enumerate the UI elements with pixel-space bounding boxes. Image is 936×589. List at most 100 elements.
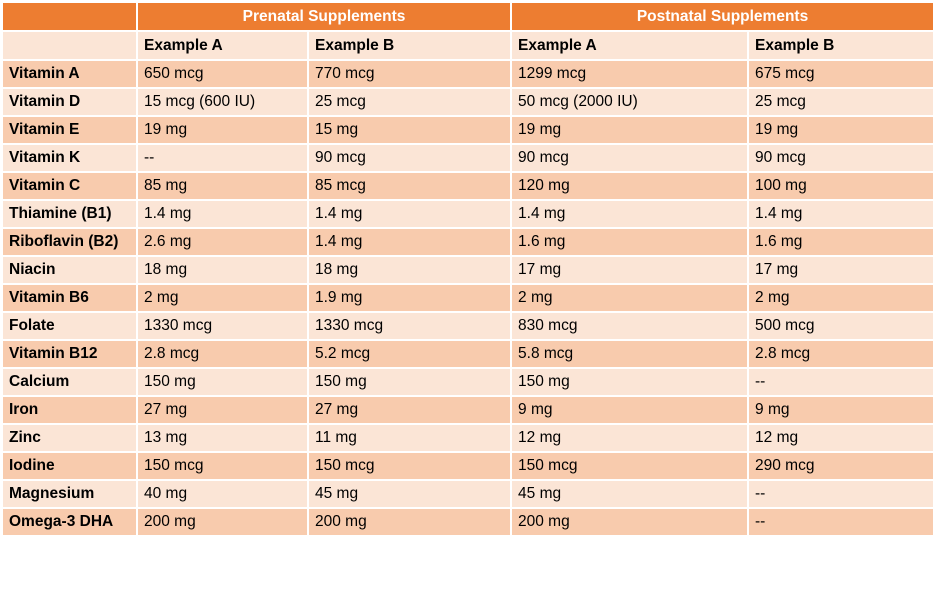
sub-header-blank [1,30,138,61]
table-body: Vitamin A 650 mcg 770 mcg 1299 mcg 675 mcg Vi… [1,59,936,537]
sub-header-prenatal-a: Example A [136,30,309,61]
supplement-comparison-table: Prenatal Supplements Postnatal Supplemen… [1,1,936,537]
nutrient-name-cell: Calcium [1,367,138,397]
value-cell: 19 mg [136,115,309,145]
value-cell: 40 mg [136,479,309,509]
value-cell: 1.6 mg [510,227,750,257]
value-cell: 1.9 mg [306,283,513,313]
value-cell: 5.8 mcg [510,339,750,369]
value-cell: 45 mg [306,479,513,509]
value-cell: 200 mg [510,507,750,537]
value-cell: 9 mg [510,395,750,425]
value-cell: 290 mcg [747,451,936,481]
nutrient-name-cell: Vitamin K [1,143,138,173]
value-cell: -- [136,143,309,173]
value-cell: 90 mcg [306,143,513,173]
table-row: Iron 27 mg 27 mg 9 mg 9 mg [1,395,936,425]
table-row: Zinc 13 mg 11 mg 12 mg 12 mg [1,423,936,453]
nutrient-name-cell: Omega-3 DHA [1,507,138,537]
nutrient-name-cell: Iron [1,395,138,425]
value-cell: 18 mg [136,255,309,285]
table-row: Iodine 150 mcg 150 mcg 150 mcg 290 mcg [1,451,936,481]
nutrient-name-cell: Vitamin B12 [1,339,138,369]
value-cell: 1299 mcg [510,59,750,89]
table-row: Riboflavin (B2) 2.6 mg 1.4 mg 1.6 mg 1.6 mg [1,227,936,257]
value-cell: 2 mg [510,283,750,313]
group-header-prenatal: Prenatal Supplements [135,1,513,32]
value-cell: 15 mg [306,115,513,145]
nutrient-name-cell: Vitamin D [1,87,138,117]
value-cell: 18 mg [306,255,513,285]
corner-cell [1,1,138,32]
value-cell: 1.6 mg [747,227,936,257]
nutrient-name-cell: Magnesium [1,479,138,509]
table-row: Calcium 150 mg 150 mg 150 mg -- [1,367,936,397]
nutrient-name-cell: Thiamine (B1) [1,199,138,229]
value-cell: 2.8 mcg [747,339,936,369]
value-cell: 100 mg [747,171,936,201]
value-cell: 50 mcg (2000 IU) [510,87,750,117]
table-row: Vitamin B12 2.8 mcg 5.2 mcg 5.8 mcg 2.8 mcg [1,339,936,369]
table-row: Vitamin E 19 mg 15 mg 19 mg 19 mg [1,115,936,145]
table-row: Vitamin C 85 mg 85 mcg 120 mg 100 mg [1,171,936,201]
nutrient-name-cell: Riboflavin (B2) [1,227,138,257]
value-cell: 25 mcg [306,87,513,117]
table-row: Niacin 18 mg 18 mg 17 mg 17 mg [1,255,936,285]
table-row: Magnesium 40 mg 45 mg 45 mg -- [1,479,936,509]
value-cell: 150 mg [510,367,750,397]
value-cell: 675 mcg [747,59,936,89]
nutrient-name-cell: Vitamin C [1,171,138,201]
value-cell: 17 mg [510,255,750,285]
value-cell: 830 mcg [510,311,750,341]
sub-header-row: Example A Example B Example A Example B [1,30,936,61]
table-row: Vitamin D 15 mcg (600 IU) 25 mcg 50 mcg (20… [1,87,936,117]
value-cell: 25 mcg [747,87,936,117]
value-cell: 1.4 mg [306,227,513,257]
value-cell: -- [747,507,936,537]
value-cell: 12 mg [747,423,936,453]
value-cell: 13 mg [136,423,309,453]
value-cell: 85 mcg [306,171,513,201]
value-cell: 11 mg [306,423,513,453]
value-cell: 90 mcg [510,143,750,173]
nutrient-name-cell: Zinc [1,423,138,453]
value-cell: 5.2 mcg [306,339,513,369]
nutrient-name-cell: Vitamin B6 [1,283,138,313]
value-cell: 19 mg [510,115,750,145]
value-cell: 27 mg [306,395,513,425]
value-cell: 12 mg [510,423,750,453]
value-cell: 650 mcg [136,59,309,89]
nutrient-name-cell: Vitamin A [1,59,138,89]
value-cell: 9 mg [747,395,936,425]
value-cell: 150 mcg [136,451,309,481]
value-cell: 1330 mcg [136,311,309,341]
value-cell: 19 mg [747,115,936,145]
value-cell: 27 mg [136,395,309,425]
value-cell: 45 mg [510,479,750,509]
group-header-row: Prenatal Supplements Postnatal Supplemen… [1,1,936,32]
value-cell: 120 mg [510,171,750,201]
value-cell: 2.8 mcg [136,339,309,369]
value-cell: 17 mg [747,255,936,285]
value-cell: -- [747,479,936,509]
nutrient-name-cell: Vitamin E [1,115,138,145]
value-cell: 85 mg [136,171,309,201]
value-cell: 150 mcg [510,451,750,481]
value-cell: 1330 mcg [306,311,513,341]
value-cell: 770 mcg [306,59,513,89]
value-cell: 2 mg [136,283,309,313]
nutrient-name-cell: Iodine [1,451,138,481]
nutrient-name-cell: Niacin [1,255,138,285]
value-cell: -- [747,367,936,397]
value-cell: 150 mg [306,367,513,397]
table-row: Vitamin A 650 mcg 770 mcg 1299 mcg 675 mcg [1,59,936,89]
sub-header-prenatal-b: Example B [306,30,513,61]
table-row: Folate 1330 mcg 1330 mcg 830 mcg 500 mcg [1,311,936,341]
value-cell: 15 mcg (600 IU) [136,87,309,117]
table-row: Vitamin K -- 90 mcg 90 mcg 90 mcg [1,143,936,173]
value-cell: 200 mg [136,507,309,537]
sub-header-postnatal-b: Example B [747,30,936,61]
table-row: Vitamin B6 2 mg 1.9 mg 2 mg 2 mg [1,283,936,313]
value-cell: 2.6 mg [136,227,309,257]
value-cell: 500 mcg [747,311,936,341]
